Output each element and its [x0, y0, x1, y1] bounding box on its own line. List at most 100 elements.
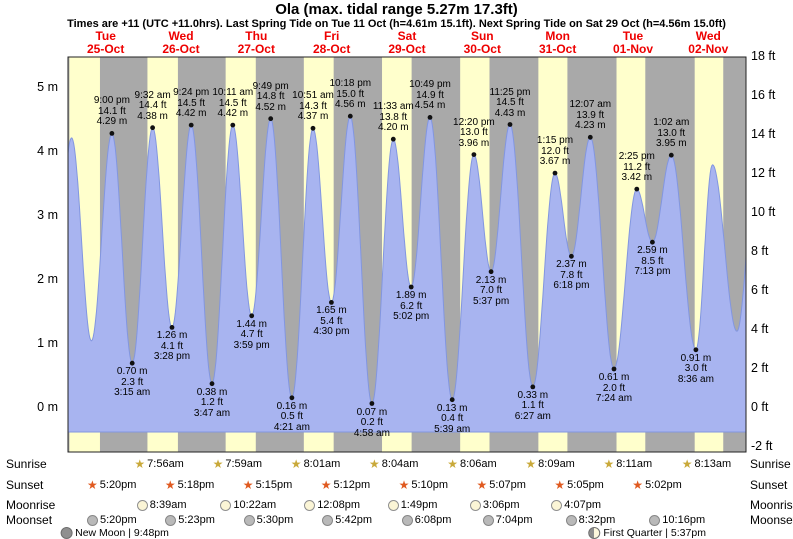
- tide-label-low: 1.26 m 4.1 ft 3:28 pm: [140, 331, 204, 363]
- day-name: Thu: [245, 29, 268, 43]
- tide-label-high: 10:11 am 14.5 ft 4.42 m: [201, 88, 265, 120]
- tide-label-line: 4.43 m: [494, 107, 526, 119]
- tide-label-line: 4.56 m: [335, 99, 366, 111]
- sunset-entry: ★ 5:05pm: [554, 478, 603, 492]
- sunset-time: 5:07pm: [489, 479, 526, 491]
- moonrise-moon-icon: [220, 499, 232, 511]
- tide-label-low: 0.16 m 0.5 ft 4:21 am: [260, 401, 324, 434]
- tide-label-high: 9:00 pm 14.1 ft 4.29 m: [80, 96, 144, 128]
- moonset-entry: 10:16pm: [649, 513, 705, 527]
- tide-marker-high: [347, 113, 353, 119]
- moonset-moon-icon: [243, 514, 255, 526]
- tide-label-line: 2.37 m: [556, 259, 587, 271]
- day-name: Sun: [470, 29, 494, 43]
- tide-label-line: 0.70 m: [116, 366, 148, 378]
- tide-label-line: 2.13 m: [475, 274, 507, 286]
- sunset-time: 5:12pm: [333, 479, 371, 491]
- tide-label-low: 2.37 m 7.8 ft 6:18 pm: [539, 260, 603, 292]
- moonset-time: 6:08pm: [414, 514, 452, 526]
- moonset-entry: 5:30pm: [243, 513, 293, 527]
- spring-tide-subtitle: Times are +11 (UTC +11.0hrs). Last Sprin…: [67, 18, 726, 30]
- y-tick-ft: 14 ft: [751, 126, 776, 141]
- tide-label-line: 13.0 ft: [459, 127, 488, 139]
- tide-label-line: 4.29 m: [96, 116, 128, 128]
- tide-marker-high: [552, 170, 558, 176]
- moonrise-entry: 8:39am: [136, 498, 187, 512]
- moonset-moon-icon: [322, 514, 334, 526]
- sunset-time: 5:05pm: [567, 479, 604, 491]
- y-tick-m: 3 m: [37, 208, 58, 222]
- tide-label-low: 1.89 m 6.2 ft 5:02 pm: [379, 290, 443, 323]
- tide-label-line: 0.2 ft: [360, 417, 384, 428]
- sunrise-star-icon: ★: [603, 457, 615, 471]
- tide-marker-low: [488, 269, 494, 275]
- tide-label-high: 11:33 am 13.8 ft 4.20 m: [361, 102, 425, 134]
- tide-marker-low: [369, 401, 375, 406]
- sunrise-time: 7:56am: [147, 458, 184, 470]
- tide-label-line: 7.8 ft: [560, 269, 583, 281]
- y-tick-ft: 16 ft: [751, 87, 776, 102]
- sunrise-star-icon: ★: [290, 457, 302, 471]
- sunrise-row-label-left: Sunrise: [6, 457, 47, 471]
- tide-label-line: 5.4 ft: [320, 315, 343, 327]
- sunrise-entry: ★ 8:13am: [682, 457, 731, 471]
- day-name: Mon: [545, 29, 571, 43]
- moonset-moon-icon: [482, 514, 494, 526]
- tide-label-line: 7:13 pm: [634, 266, 671, 278]
- tide-label-line: 2:25 pm: [618, 151, 655, 163]
- sunset-star-icon: ★: [476, 478, 488, 492]
- sunset-entry: ★ 5:12pm: [321, 478, 370, 492]
- sunset-row-label-left: Sunset: [6, 478, 44, 492]
- moonset-time: 10:16pm: [662, 514, 706, 526]
- sunset-star-icon: ★: [242, 478, 254, 492]
- moonrise-entry: 10:22am: [220, 498, 276, 512]
- tide-label-high: 9:24 pm 14.5 ft 4.42 m: [159, 88, 223, 120]
- sunrise-entry: ★ 8:11am: [604, 457, 653, 471]
- tide-label-line: 3:28 pm: [153, 351, 191, 363]
- sunset-row-label-right: Sunset: [750, 478, 788, 492]
- sunset-time: 5:18pm: [177, 479, 215, 491]
- tide-label-line: 9:49 pm: [252, 80, 289, 92]
- tide-label-line: 6.2 ft: [400, 300, 423, 312]
- moonrise-time: 10:22am: [233, 499, 277, 511]
- day-date: 30-Oct: [463, 42, 501, 56]
- page-title: Ola (max. tidal range 5.27m 17.3ft): [275, 1, 518, 18]
- tide-label-high: 1:02 am 13.0 ft 3.95 m: [639, 118, 703, 150]
- tide-label-line: 6:27 am: [514, 410, 551, 422]
- tide-label-line: 5:39 am: [434, 423, 471, 435]
- sunrise-time: 8:06am: [459, 458, 497, 470]
- tide-label-line: 4:30 pm: [313, 326, 350, 338]
- sunrise-time: 7:59am: [225, 458, 263, 470]
- moonrise-entry: 12:08pm: [304, 498, 360, 512]
- tide-label-low: 1.44 m 4.7 ft 3:59 pm: [220, 318, 284, 352]
- tide-label-line: 7:24 am: [595, 393, 633, 404]
- sunrise-star-icon: ★: [681, 457, 693, 471]
- tide-label-line: 13.0 ft: [657, 127, 686, 139]
- day-label: Wed 02-Nov: [672, 30, 744, 56]
- tide-label-line: 3:15 am: [114, 387, 151, 399]
- tide-label-low: 2.59 m 8.5 ft 7:13 pm: [620, 246, 684, 278]
- moonset-time: 7:04pm: [495, 514, 533, 526]
- tide-marker-low: [693, 347, 699, 353]
- tide-label-line: 1.44 m: [236, 318, 267, 330]
- tide-label-line: 0.91 m: [680, 352, 712, 364]
- y-tick-ft: 10 ft: [751, 204, 776, 219]
- moonset-row-label-left: Moonset: [6, 513, 53, 527]
- tide-label-line: 1:02 am: [653, 117, 690, 129]
- tide-label-line: 14.3 ft: [299, 100, 327, 112]
- sunrise-entry: ★ 8:09am: [525, 457, 574, 471]
- tide-label-line: 11:25 pm: [489, 86, 531, 98]
- sunrise-time: 8:13am: [694, 458, 732, 470]
- day-date: 27-Oct: [237, 42, 275, 56]
- moonrise-moon-icon: [136, 499, 148, 511]
- tide-marker-low: [408, 284, 414, 290]
- day-label: Tue 25-Oct: [70, 30, 142, 56]
- tide-marker-low: [329, 300, 334, 305]
- tide-label-line: 9:32 am: [134, 89, 171, 101]
- sunrise-time: 8:09am: [538, 458, 575, 470]
- tide-marker-high: [150, 125, 156, 131]
- tide-marker-high: [471, 152, 477, 158]
- moonset-moon-icon: [401, 514, 413, 526]
- day-date: 28-Oct: [313, 42, 351, 56]
